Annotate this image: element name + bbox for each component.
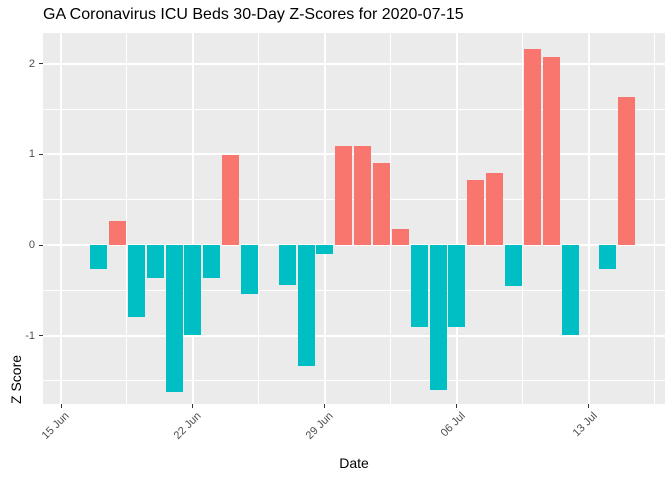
bar-2020-06-22 xyxy=(184,245,202,335)
bar-2020-07-06 xyxy=(448,245,466,327)
bar-2020-06-21 xyxy=(165,245,183,392)
x-tick-mark xyxy=(60,404,62,408)
gridline-x-minor xyxy=(522,33,524,404)
x-tick-label: 06 Jul xyxy=(438,410,468,440)
gridline-y-major xyxy=(43,334,665,337)
y-tick-mark xyxy=(39,335,43,337)
bar-2020-07-07 xyxy=(467,179,485,245)
bar-2020-06-17 xyxy=(90,245,108,270)
gridline-x-minor xyxy=(654,33,656,404)
gridline-x-minor xyxy=(258,33,260,404)
gridline-x-major xyxy=(587,33,590,404)
x-tick-label: 13 Jul xyxy=(570,410,600,440)
bar-2020-07-05 xyxy=(429,245,447,390)
y-tick-mark xyxy=(39,63,43,65)
y-tick-mark xyxy=(39,244,43,246)
x-tick-mark xyxy=(456,404,458,408)
y-tick-label: -1 xyxy=(25,329,35,342)
gridline-x-minor xyxy=(126,33,128,404)
bar-2020-06-23 xyxy=(203,245,221,278)
gridline-x-major xyxy=(191,33,194,404)
gridline-y-major xyxy=(43,153,665,156)
x-axis-title: Date xyxy=(339,455,369,471)
bar-2020-06-25 xyxy=(241,245,259,294)
bar-2020-07-10 xyxy=(523,49,541,245)
gridline-y-minor xyxy=(43,380,665,382)
plot-panel xyxy=(43,33,665,404)
bar-2020-07-02 xyxy=(373,162,391,245)
bar-2020-07-01 xyxy=(354,146,372,245)
bar-2020-06-18 xyxy=(109,221,127,245)
bar-2020-06-30 xyxy=(335,146,353,245)
bar-2020-06-20 xyxy=(146,245,164,278)
bar-2020-07-08 xyxy=(486,172,504,245)
x-tick-mark xyxy=(192,404,194,408)
bar-2020-07-12 xyxy=(561,245,579,335)
y-tick-label: 1 xyxy=(28,148,35,161)
gridline-x-minor xyxy=(390,33,392,404)
gridline-y-minor xyxy=(43,199,665,201)
bar-2020-07-04 xyxy=(410,245,428,327)
bar-2020-06-24 xyxy=(222,155,240,245)
y-tick-label: 0 xyxy=(28,239,35,251)
y-tick-label: 2 xyxy=(28,57,35,70)
gridline-x-major xyxy=(455,33,458,404)
x-tick-mark xyxy=(588,404,590,408)
chart-title: GA Coronavirus ICU Beds 30-Day Z-Scores … xyxy=(43,6,464,23)
gridline-x-major xyxy=(60,33,62,404)
x-tick-label: 29 Jun xyxy=(303,410,336,442)
gridline-y-major xyxy=(43,244,665,246)
gridline-y-minor xyxy=(43,289,665,291)
gridline-y-minor xyxy=(43,108,665,110)
bar-2020-06-28 xyxy=(297,245,315,367)
gridline-y-major xyxy=(43,62,665,65)
bar-2020-06-27 xyxy=(278,245,296,285)
y-tick-mark xyxy=(39,153,43,155)
bar-2020-07-03 xyxy=(391,228,409,245)
x-tick-label: 22 Jun xyxy=(171,410,204,442)
bar-2020-07-11 xyxy=(542,56,560,245)
bar-2020-06-29 xyxy=(316,245,334,255)
gridline-x-major xyxy=(323,33,326,404)
bar-2020-07-15 xyxy=(618,97,636,245)
y-axis-title: Z Score xyxy=(8,354,24,404)
bar-2020-06-19 xyxy=(127,245,145,318)
bar-2020-07-09 xyxy=(505,245,523,286)
x-tick-mark xyxy=(324,404,326,408)
bar-2020-07-14 xyxy=(599,245,617,269)
x-tick-label: 15 Jun xyxy=(39,410,72,442)
